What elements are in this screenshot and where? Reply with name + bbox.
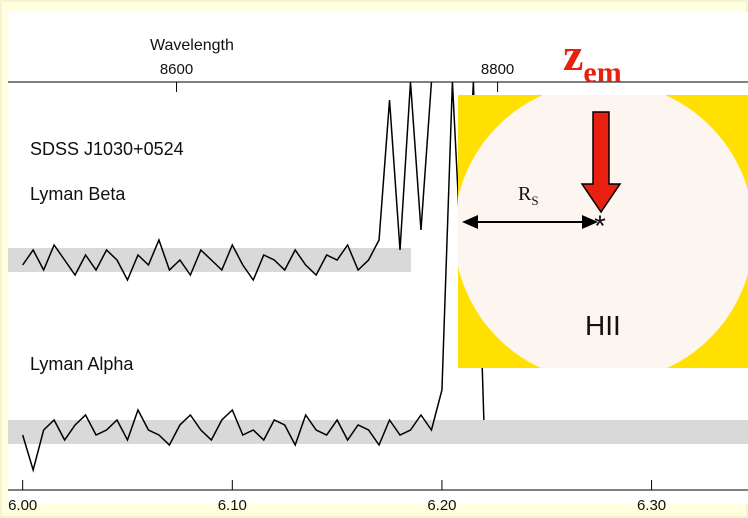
quasar-star: * [594,210,606,243]
x-tick-label: 6.10 [218,497,247,514]
x-tick-label: 6.20 [427,497,456,514]
x-tick-label: 6.30 [637,497,666,514]
arrow-head [582,215,598,229]
region-label: HII [585,310,621,341]
z-symbol: z [563,29,583,80]
radius-subscript: S [531,193,538,208]
z-em-label: zem [563,29,622,89]
series-label: Lyman Alpha [30,354,134,374]
hii-region [458,95,748,368]
x2-axis-label: Wavelength [150,37,234,54]
redshift-arrow [580,111,622,214]
z-subscript: em [583,56,621,89]
noise-band [8,248,411,272]
radius-label: RS [518,183,539,208]
x2-tick-label: 8600 [160,61,193,78]
plot [21,81,653,490]
spectrum-line [21,81,485,473]
series-label: Lyman Beta [30,184,126,204]
x2-tick-label: 8800 [481,61,514,78]
inset: * RS HII [458,95,748,368]
noise-band [8,420,748,444]
spectrum-line [22,81,433,282]
x-tick-label: 6.00 [8,497,37,514]
object-label: SDSS J1030+0524 [30,139,184,159]
radius-symbol: R [518,183,532,205]
arrow-head [462,215,478,229]
